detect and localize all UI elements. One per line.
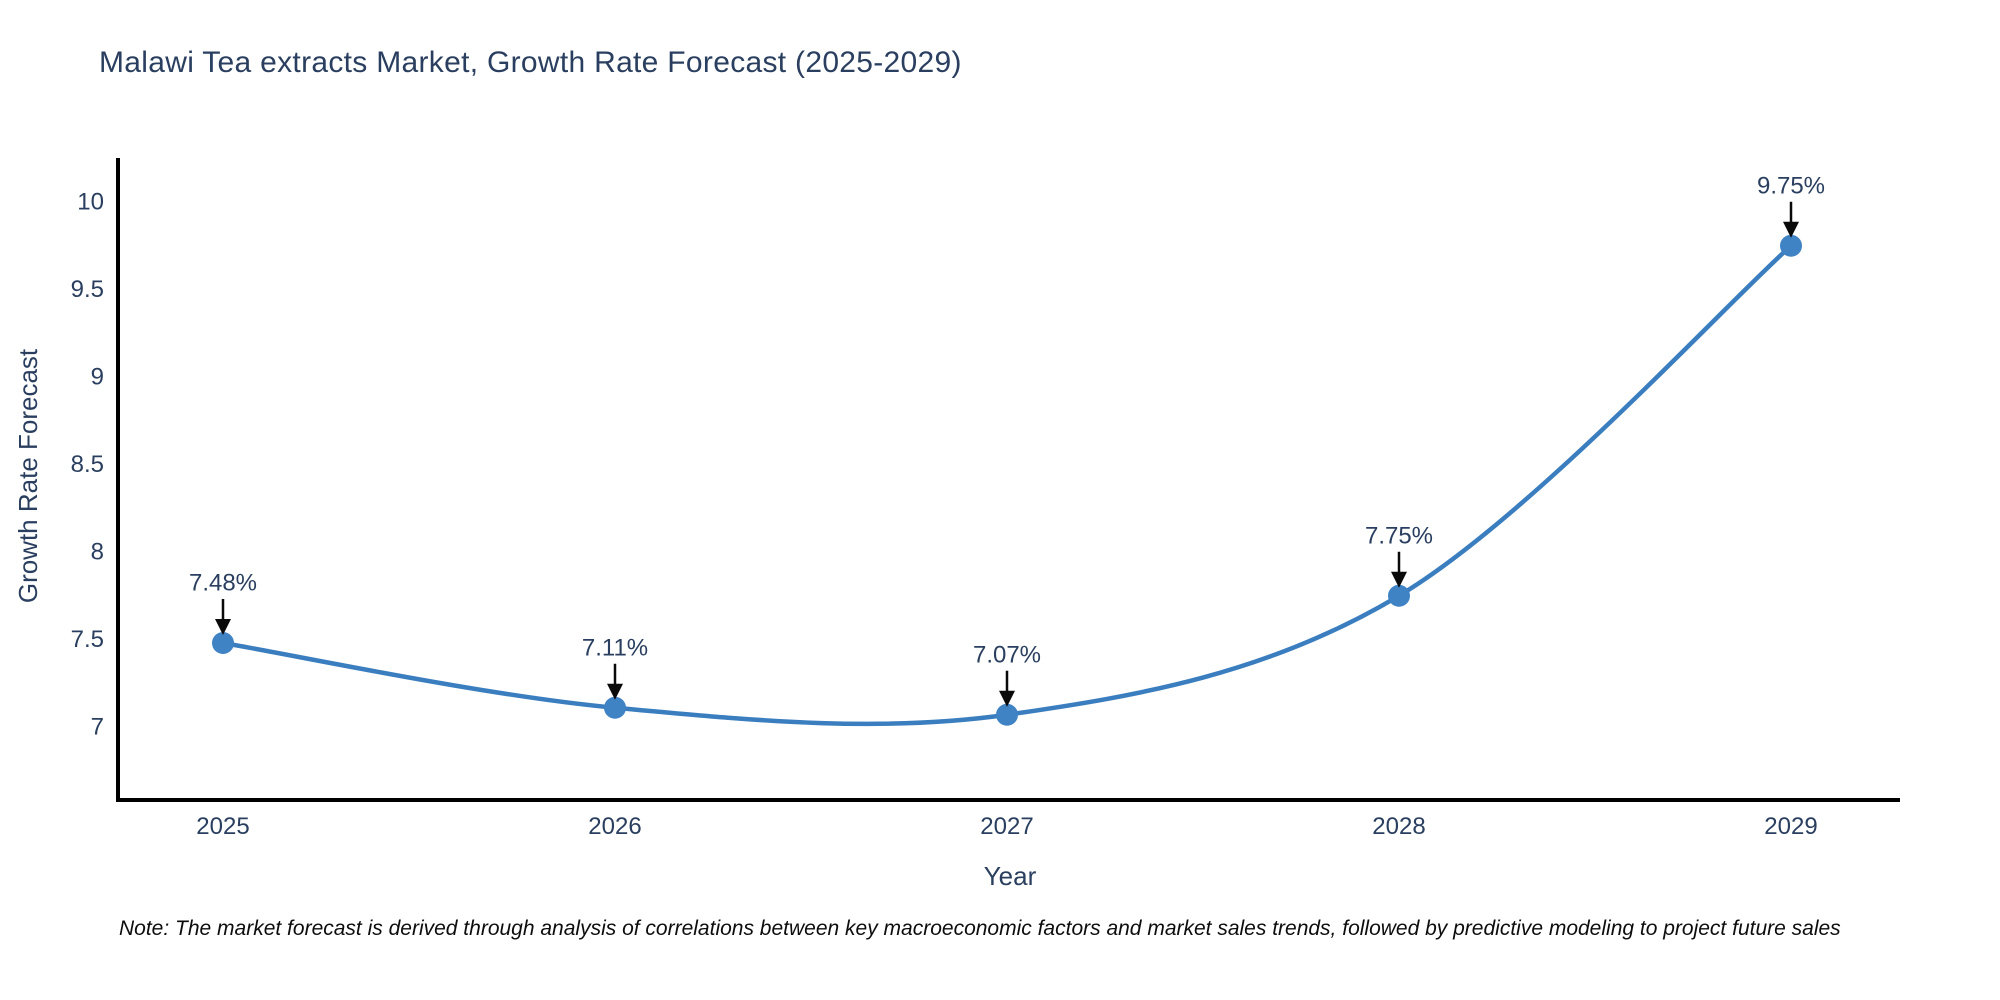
x-tick-label: 2028	[1372, 813, 1425, 840]
annotation-label: 7.11%	[582, 634, 648, 661]
data-point-2027[interactable]	[996, 703, 1018, 726]
annotation-label: 7.07%	[973, 641, 1041, 668]
data-point-2025[interactable]	[212, 632, 234, 654]
x-tick-label: 2027	[980, 813, 1033, 840]
x-tick-label: 2026	[588, 813, 641, 840]
annotation-arrowhead	[1391, 571, 1407, 588]
annotation-arrowhead	[607, 683, 623, 700]
annotation-label: 9.75%	[1757, 172, 1825, 199]
y-tick-label: 10	[77, 189, 104, 216]
y-tick-label: 8	[91, 539, 104, 566]
chart-title: Malawi Tea extracts Market, Growth Rate …	[99, 46, 962, 79]
y-tick-label: 9	[91, 364, 104, 391]
forecast-line	[220, 243, 1794, 727]
x-tick-label: 2025	[196, 813, 249, 840]
annotation-arrowhead	[215, 619, 231, 635]
y-tick-label: 7.5	[71, 626, 104, 653]
data-point-2029[interactable]	[1780, 234, 1802, 257]
note-text: Note: The market forecast is derived thr…	[119, 917, 1841, 940]
data-point-2026[interactable]	[604, 696, 626, 719]
annotation-arrowhead	[1783, 221, 1799, 238]
y-tick-label: 7	[91, 714, 104, 741]
y-tick-label: 8.5	[71, 451, 104, 478]
y-tick-label: 9.5	[71, 276, 104, 303]
annotation-label: 7.75%	[1365, 522, 1433, 549]
x-tick-label: 2029	[1764, 813, 1817, 840]
x-axis-title: Year	[983, 861, 1037, 891]
annotation-label: 7.48%	[189, 570, 257, 597]
data-point-2028[interactable]	[1388, 584, 1410, 607]
annotation-arrowhead	[999, 690, 1015, 707]
